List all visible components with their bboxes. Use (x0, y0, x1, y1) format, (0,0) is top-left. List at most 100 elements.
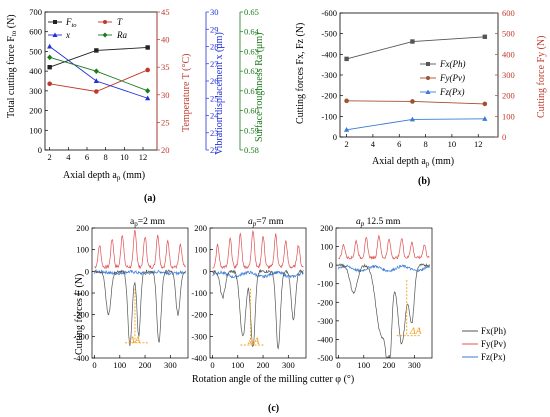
c-ytick-label: -300 (317, 316, 333, 326)
panel-a-legend: Fto T x Ra (48, 17, 127, 40)
a-right-tick-label: 26 (210, 76, 219, 86)
a-point-T (47, 81, 52, 87)
legend-Ra: Ra (116, 30, 127, 40)
a-ytick-label: 300 (29, 86, 42, 96)
b-right-tick-label: 600 (502, 8, 515, 18)
a-right-tick-label: 20 (161, 145, 170, 155)
subplot-1-lines (94, 229, 186, 347)
c-line-Fx (338, 263, 430, 358)
a-xtick-label: 4 (66, 152, 71, 162)
panel-a-xlabel: Axial depth ap (mm) (63, 170, 145, 182)
subplot-1: ap=2 mm 0 100 200 300 200 100 0 -100 -200 -300 -40… (73, 217, 189, 370)
panel-b-series (343, 34, 488, 132)
a-ytick-label: 100 (29, 125, 42, 135)
b-point (482, 34, 488, 39)
a-right-tick-label: 30 (161, 90, 170, 100)
legend-Fy: Fy(Pv) (439, 73, 465, 83)
c-xtick-label: 0 (92, 360, 96, 370)
c-ytick-label: -200 (191, 310, 207, 320)
c-ytick-label: 100 (194, 245, 207, 255)
subplot-2-title: ap=7 mm (248, 217, 284, 228)
b-point (482, 101, 488, 107)
c-xtick-label: 100 (357, 360, 370, 370)
legend-T: T (117, 17, 123, 27)
b-ytick-label: -400 (321, 49, 337, 59)
a-right-tick-label: 22 (210, 145, 219, 155)
b-right-tick-label: 200 (502, 91, 515, 101)
panel-a-x-axis: 2 4 6 8 10 12 (48, 147, 148, 162)
panel-a-label: (a) (144, 193, 156, 204)
panel-a-series (47, 43, 151, 101)
a-ytick-label: 400 (29, 66, 42, 76)
c-ytick-label: -300 (191, 331, 207, 341)
c-xtick-label: 200 (257, 360, 270, 370)
b-xtick-label: 8 (423, 139, 427, 149)
subplot-2-axes: 0 100 200 300 200 100 0 -100 -200 -300 -400 (191, 223, 307, 370)
subplot-2-delta-label: ΔA (247, 337, 260, 347)
a-xtick-label: 12 (139, 152, 148, 162)
subplot-3-delta-label: ΔA (409, 327, 422, 337)
panel-b-ylabel-right: Cutting force Fy (N) (536, 36, 547, 119)
panel-b: 0 -100 -200 -300 -400 -500 -600 0 100 200 300 400 5… (295, 8, 547, 187)
subplot-3-title: ap 12.5 mm (356, 217, 401, 228)
a-point-T (145, 67, 150, 73)
a-xtick-label: 6 (85, 152, 89, 162)
c-ytick-label: 0 (203, 266, 207, 276)
b-line (346, 118, 485, 131)
a-point-T (94, 89, 99, 94)
b-xtick-label: 2 (344, 139, 348, 149)
c-ytick-label: -300 (73, 331, 89, 341)
panel-b-ylabel-left: Cutting forces Fx, Fz (N) (295, 23, 306, 124)
b-point (344, 98, 349, 104)
b-ytick-label: -500 (321, 29, 337, 39)
a-right-tick-label: 40 (161, 35, 170, 45)
a-right-tick-label: 0.59 (244, 125, 259, 135)
panel-a-ylabel-force: Total cutting force Fto (N) (6, 14, 18, 118)
b-right-tick-label: 100 (502, 111, 515, 121)
a-ytick-label: 0 (38, 145, 42, 155)
a-ytick-label: 200 (29, 106, 42, 116)
c-legend-Fz: Fz(Px) (481, 352, 506, 362)
c-xtick-label: 300 (408, 360, 421, 370)
panel-a-ylabel-vibration: Vibration displacement x (μm) (214, 32, 225, 155)
subplot-1-title: ap=2 mm (130, 217, 166, 228)
panel-a-ylabel-temperature: Temperature T (°C) (181, 54, 192, 132)
b-point (410, 99, 415, 104)
c-ytick-label: -200 (317, 297, 333, 307)
a-point-Ra (93, 68, 99, 74)
b-ytick-label: -100 (321, 111, 337, 121)
panel-a-frame (44, 11, 158, 151)
panel-b-legend: Fx(Ph) Fy(Pv) Fz(Px) (420, 59, 465, 97)
panel-c-legend: Fx(Ph) Fy(Pv) Fz(Px) (462, 326, 506, 362)
c-ytick-label: -400 (317, 334, 333, 344)
c-ytick-label: 100 (320, 242, 333, 252)
c-ytick-label: -400 (191, 353, 207, 363)
subplot-3-axes: 0 100 200 300 200 100 0 -100 -200 -300 -400 -500 (317, 223, 433, 370)
legend-x: x (65, 30, 70, 40)
c-xtick-label: 100 (231, 360, 244, 370)
panel-a-roughness-axis: 0.58 0.59 0.60 0.61 0.62 0.63 0.64 0.65 (239, 7, 260, 155)
a-point-x (145, 95, 151, 101)
c-xtick-label: 0 (336, 360, 340, 370)
a-right-tick-label: 0.63 (244, 46, 259, 56)
a-right-tick-label: 0.62 (244, 66, 259, 76)
b-point (410, 39, 415, 44)
b-point (409, 116, 416, 122)
b-point (343, 126, 350, 132)
a-right-tick-label: 35 (161, 62, 170, 72)
c-ytick-label: -200 (73, 310, 89, 320)
b-xtick-label: 4 (371, 139, 376, 149)
legend-Fz: Fz(Px) (439, 87, 465, 97)
subplot-2: ap=7 mm 0 100 200 300 200 100 0 -100 -200 -300 -40… (191, 217, 307, 370)
b-ytick-label: -200 (321, 91, 337, 101)
a-xtick-label: 2 (48, 152, 52, 162)
panel-a-temperature-axis: 20 25 30 35 40 45 (156, 7, 170, 155)
c-ytick-label: 0 (329, 260, 333, 270)
subplot-3: ap 12.5 mm 0 100 200 300 200 100 0 -100 -200 -300… (317, 217, 433, 370)
a-right-tick-label: 25 (210, 93, 219, 103)
c-xtick-label: 200 (139, 360, 152, 370)
a-point-F (94, 48, 99, 53)
b-line (346, 100, 485, 105)
b-xtick-label: 10 (448, 139, 457, 149)
